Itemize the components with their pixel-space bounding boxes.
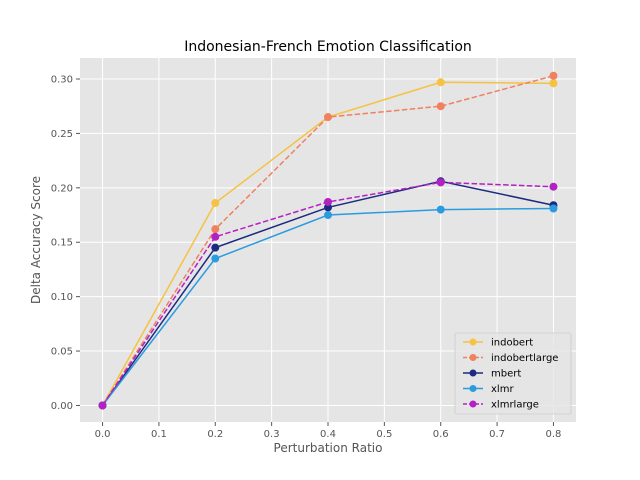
- y-tick-label: 0.10: [51, 292, 73, 303]
- legend-box: [454, 332, 572, 415]
- legend-item-mbert: mbert: [463, 369, 521, 380]
- data-point-xlmr: [549, 204, 558, 213]
- y-tick-label: 0.05: [51, 347, 73, 358]
- x-tick-label: 0.2: [207, 429, 223, 440]
- data-point-indobertlarge: [324, 113, 332, 122]
- x-tick-label: 0.4: [320, 429, 336, 440]
- data-point-indobertlarge: [436, 102, 445, 111]
- x-tick-label: 0.7: [489, 429, 505, 440]
- data-point-xlmrlarge: [549, 182, 558, 191]
- legend-item-xlmr: xlmr: [463, 384, 514, 395]
- y-axis-label: Delta Accuracy Score: [29, 176, 43, 304]
- y-tick-label: 0.20: [51, 183, 73, 194]
- series-group: [98, 71, 558, 410]
- data-point-xlmr: [324, 211, 332, 220]
- chart-title: Indonesian-French Emotion Classification: [184, 39, 472, 55]
- data-point-indobert: [211, 199, 220, 208]
- x-tick-label: 0.0: [95, 429, 111, 440]
- data-point-indobertlarge: [549, 71, 558, 80]
- data-point-xlmrlarge: [436, 178, 445, 187]
- data-point-xlmr: [211, 254, 220, 263]
- legend-label: indobert: [491, 338, 533, 349]
- data-point-indobert: [436, 78, 445, 87]
- data-point-xlmrlarge: [324, 197, 332, 206]
- legend-swatch-marker: [469, 338, 477, 346]
- y-tick-label: 0.25: [51, 129, 73, 140]
- x-axis-ticks: 0.0 0.1 0.2 0.3 0.4 0.5 0.6 0.7 0.8: [95, 422, 562, 440]
- data-point-xlmrlarge: [211, 232, 220, 241]
- legend: indobert indobertlarge mbert xlmr xlmrlarge: [454, 332, 572, 415]
- series-xlmrlarge: [98, 178, 558, 410]
- legend-item-indobertlarge: indobertlarge: [463, 353, 558, 364]
- y-tick-label: 0.15: [51, 238, 73, 249]
- legend-swatch-marker: [469, 385, 477, 392]
- legend-label: indobertlarge: [491, 353, 558, 364]
- legend-item-indobert: indobert: [463, 338, 533, 349]
- legend-item-xlmrlarge: xlmrlarge: [463, 400, 539, 411]
- x-tick-label: 0.6: [433, 429, 449, 440]
- data-point-xlmrlarge: [98, 401, 107, 410]
- data-point-indobert: [549, 79, 558, 88]
- legend-swatch-marker: [469, 400, 477, 408]
- legend-label: xlmrlarge: [491, 400, 539, 411]
- legend-swatch-marker: [469, 354, 477, 361]
- y-tick-label: 0.30: [51, 75, 73, 86]
- data-point-indobertlarge: [211, 225, 220, 234]
- data-point-mbert: [211, 243, 220, 252]
- x-axis-label: Perturbation Ratio: [274, 441, 383, 455]
- legend-swatch-marker: [469, 369, 477, 377]
- x-tick-label: 0.8: [546, 429, 562, 440]
- y-axis-ticks: 0.00 0.05 0.10 0.15 0.20 0.25 0.30: [51, 75, 80, 412]
- data-point-xlmr: [436, 205, 445, 214]
- x-tick-label: 0.5: [376, 429, 392, 440]
- legend-label: mbert: [491, 369, 521, 380]
- x-tick-label: 0.3: [264, 429, 280, 440]
- legend-label: xlmr: [491, 384, 514, 395]
- y-tick-label: 0.00: [51, 401, 73, 412]
- x-tick-label: 0.1: [151, 429, 167, 440]
